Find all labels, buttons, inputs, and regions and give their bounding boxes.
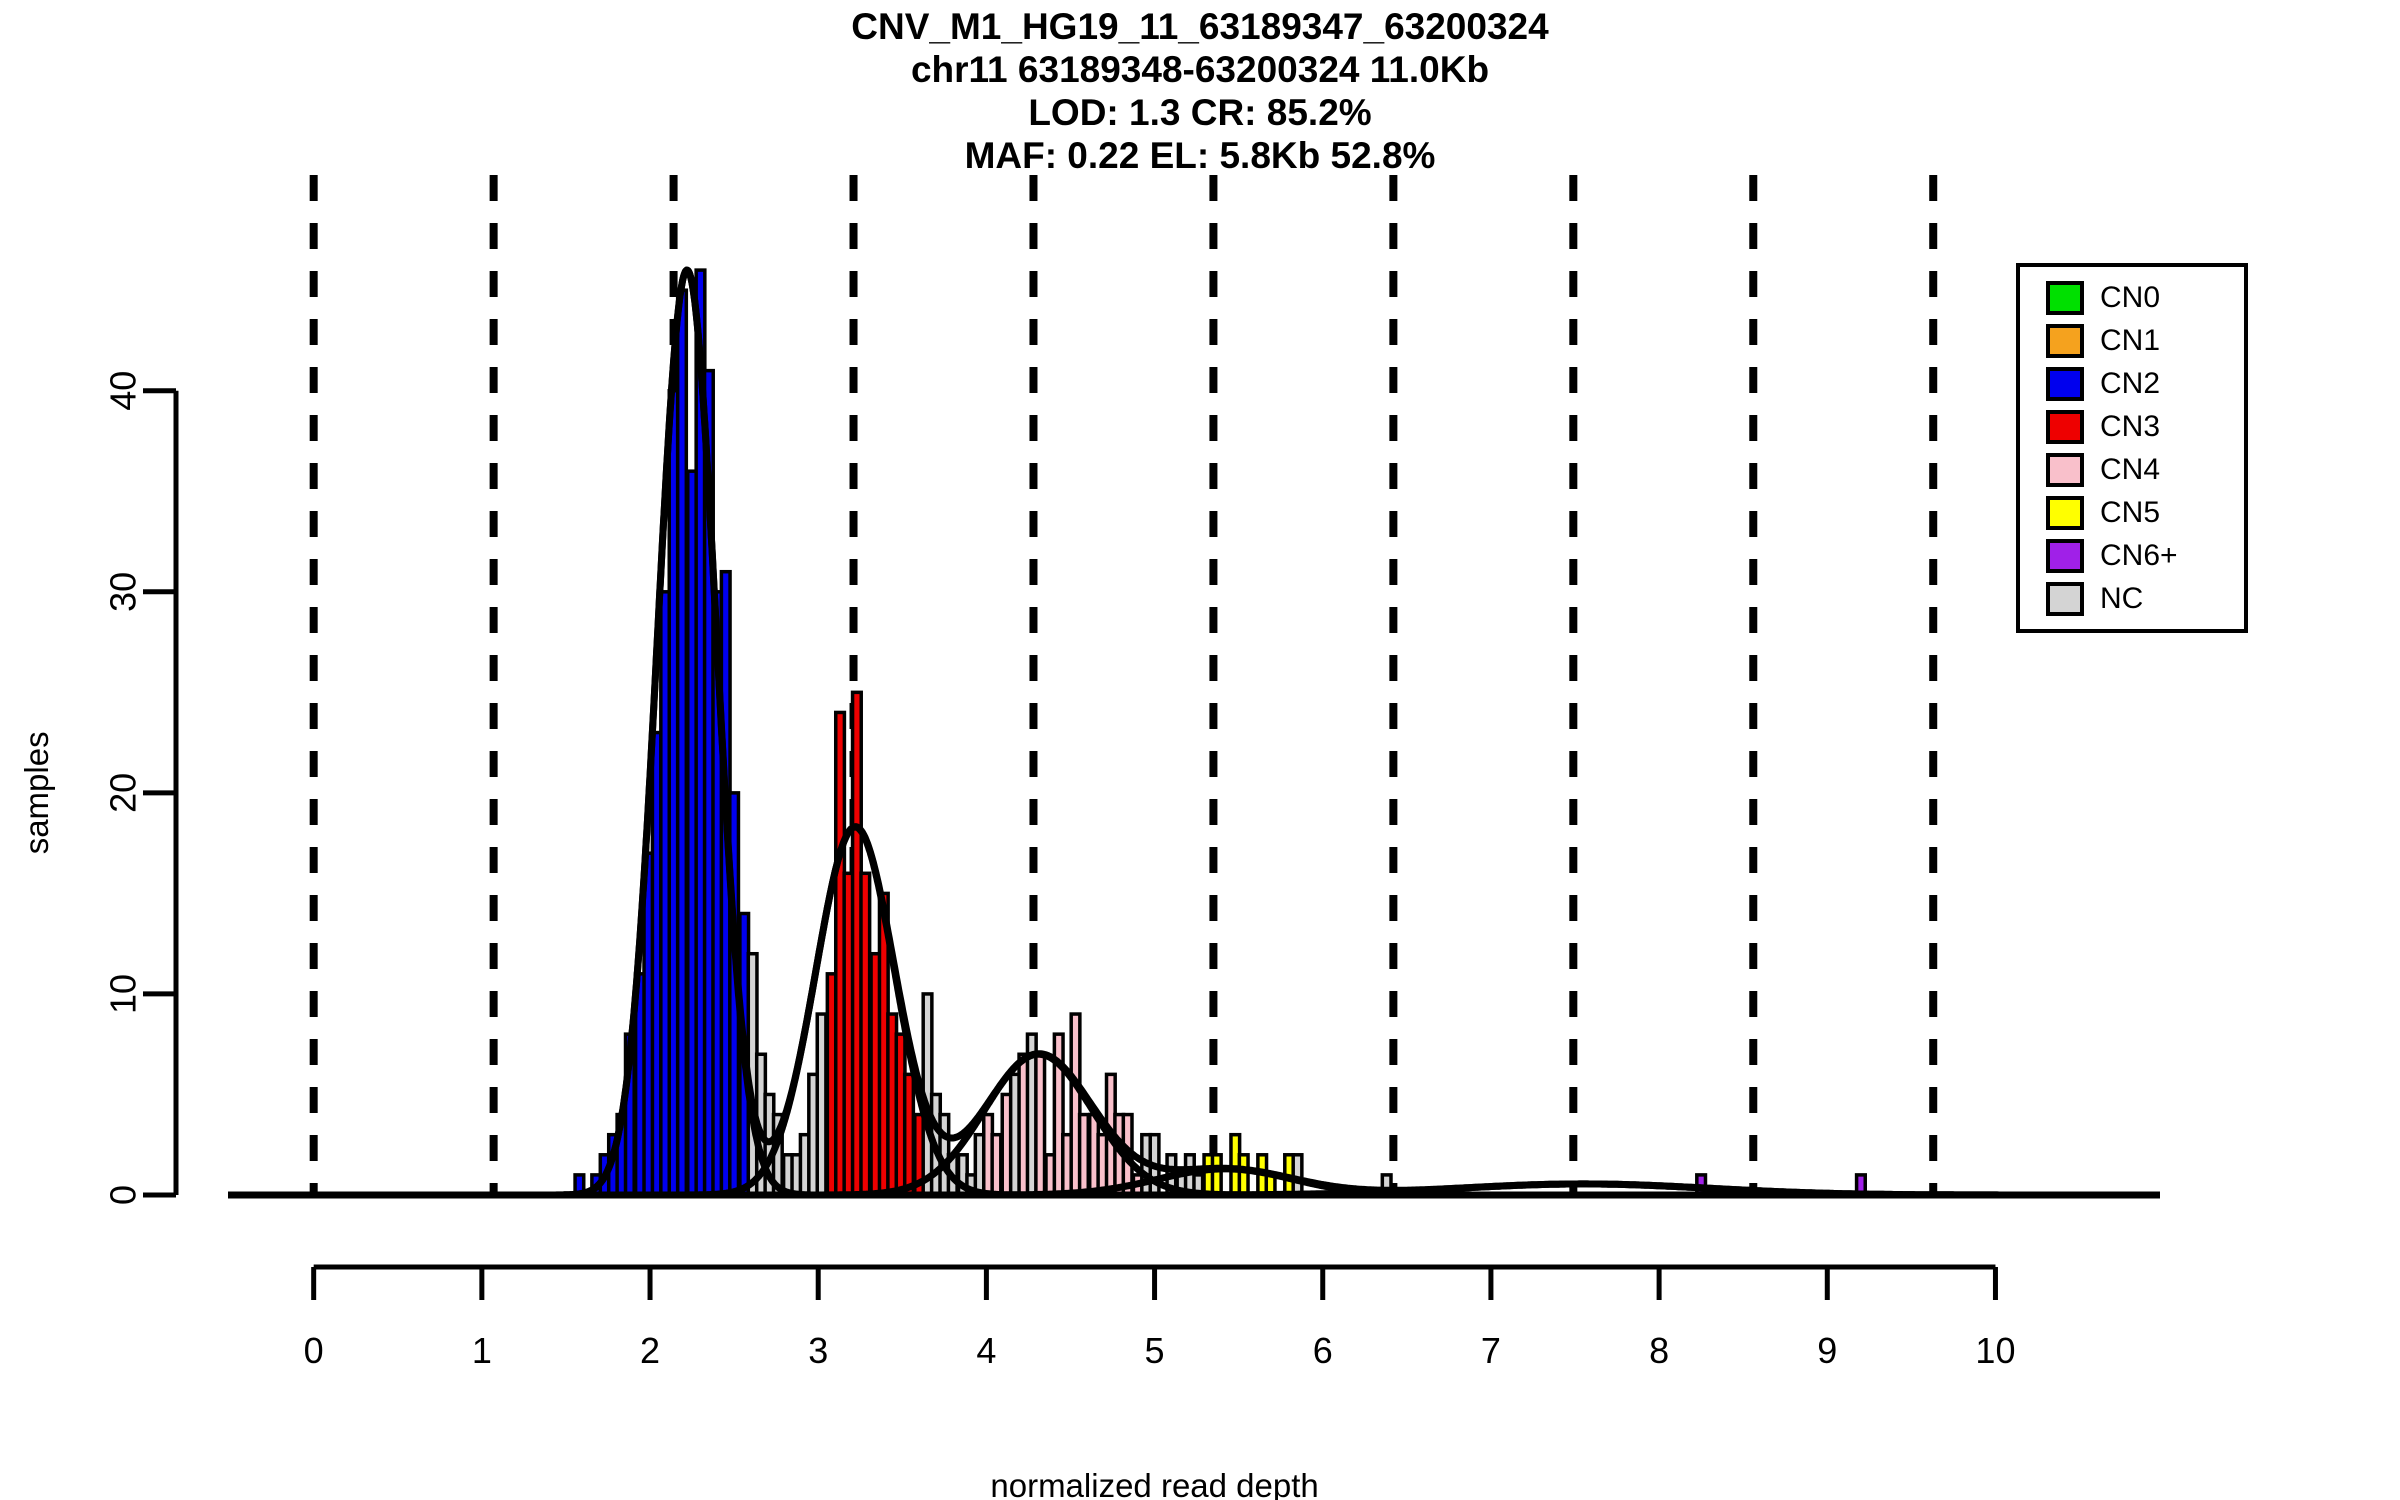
histogram-bar: [1077, 1112, 1091, 1197]
y-tick-label: 40: [103, 371, 144, 411]
histogram-bar: [1034, 1052, 1047, 1197]
legend-swatch-CN5: [2046, 496, 2084, 530]
histogram-bar: [1291, 1153, 1304, 1197]
component-curve-CN3: [686, 823, 1025, 1199]
x-tick-label: 4: [976, 1330, 996, 1371]
legend-label-CN6+: CN6+: [2100, 539, 2178, 572]
y-tick-label: 30: [103, 572, 144, 612]
legend-swatch-CN4: [2046, 453, 2084, 487]
legend-label-CN0: CN0: [2100, 281, 2160, 314]
legend-swatch-CN6+: [2046, 539, 2084, 573]
x-tick-label: 9: [1817, 1330, 1837, 1371]
y-axis-title: samples: [18, 731, 55, 854]
legend-label-CN1: CN1: [2100, 324, 2160, 357]
legend-swatch-CN3: [2046, 410, 2084, 444]
histogram-bar: [1237, 1153, 1250, 1197]
histogram-bar: [990, 1132, 1003, 1197]
title-line-cnv-id: CNV_M1_HG19_11_63189347_63200324: [851, 6, 1549, 47]
x-axis-title: normalized read depth: [990, 1467, 1318, 1500]
legend-swatch-CN0: [2046, 281, 2084, 315]
y-tick-label: 20: [103, 773, 144, 813]
legend-label-CN4: CN4: [2100, 453, 2160, 486]
y-tick-label: 10: [103, 974, 144, 1014]
mixture-density-curve: [235, 266, 2133, 1199]
legend-label-CN2: CN2: [2100, 367, 2160, 400]
axes-group: 0 10 20 30 40 0 1 2 3 4 5 6 7 8 9 10 normalized read dep…: [18, 371, 2160, 1500]
legend-label-NC: NC: [2100, 582, 2143, 615]
legend-label-CN5: CN5: [2100, 496, 2160, 529]
histogram-bar: [902, 1072, 916, 1197]
title-line-lod-cr: LOD: 1.3 CR: 85.2%: [1028, 91, 1372, 133]
title-line-locus: chr11 63189348-63200324 11.0Kb: [910, 48, 1490, 90]
legend-swatch-CN2: [2046, 367, 2084, 401]
x-tick-label: 2: [640, 1330, 660, 1371]
x-tick-label: 5: [1145, 1330, 1165, 1371]
histogram-bar: [859, 871, 872, 1197]
legend-swatch-NC: [2046, 582, 2084, 616]
x-tick-label: 6: [1313, 1330, 1333, 1371]
y-tick-label: 0: [103, 1185, 144, 1205]
component-curve-CN2: [560, 266, 814, 1199]
histogram-bars-group: [573, 268, 1867, 1197]
title-line-maf-el: MAF: 0.22 EL: 5.8Kb 52.8%: [964, 134, 1436, 176]
x-tick-label: 7: [1481, 1330, 1501, 1371]
x-tick-label: 10: [1975, 1330, 2015, 1371]
histogram-bar: [1210, 1153, 1223, 1197]
legend-box: [2016, 263, 2248, 633]
chart-title-block: CNV_M1_HG19_11_63189347_63200324 chr11 6…: [0, 6, 2400, 178]
legend-group: CN0 CN1 CN2 CN3 CN4 CN5 CN6+ NC: [2016, 263, 2248, 633]
x-tick-label: 1: [472, 1330, 492, 1371]
histogram-bar: [815, 1012, 828, 1197]
legend-label-CN3: CN3: [2100, 410, 2160, 443]
x-tick-label: 8: [1649, 1330, 1669, 1371]
x-tick-label: 0: [304, 1330, 324, 1371]
legend-swatch-CN1: [2046, 324, 2084, 358]
threshold-lines-group: [309, 175, 1938, 1195]
fitted-density-curves-group: [235, 266, 2133, 1199]
histogram-bar: [675, 288, 689, 1197]
x-tick-label: 3: [808, 1330, 828, 1371]
